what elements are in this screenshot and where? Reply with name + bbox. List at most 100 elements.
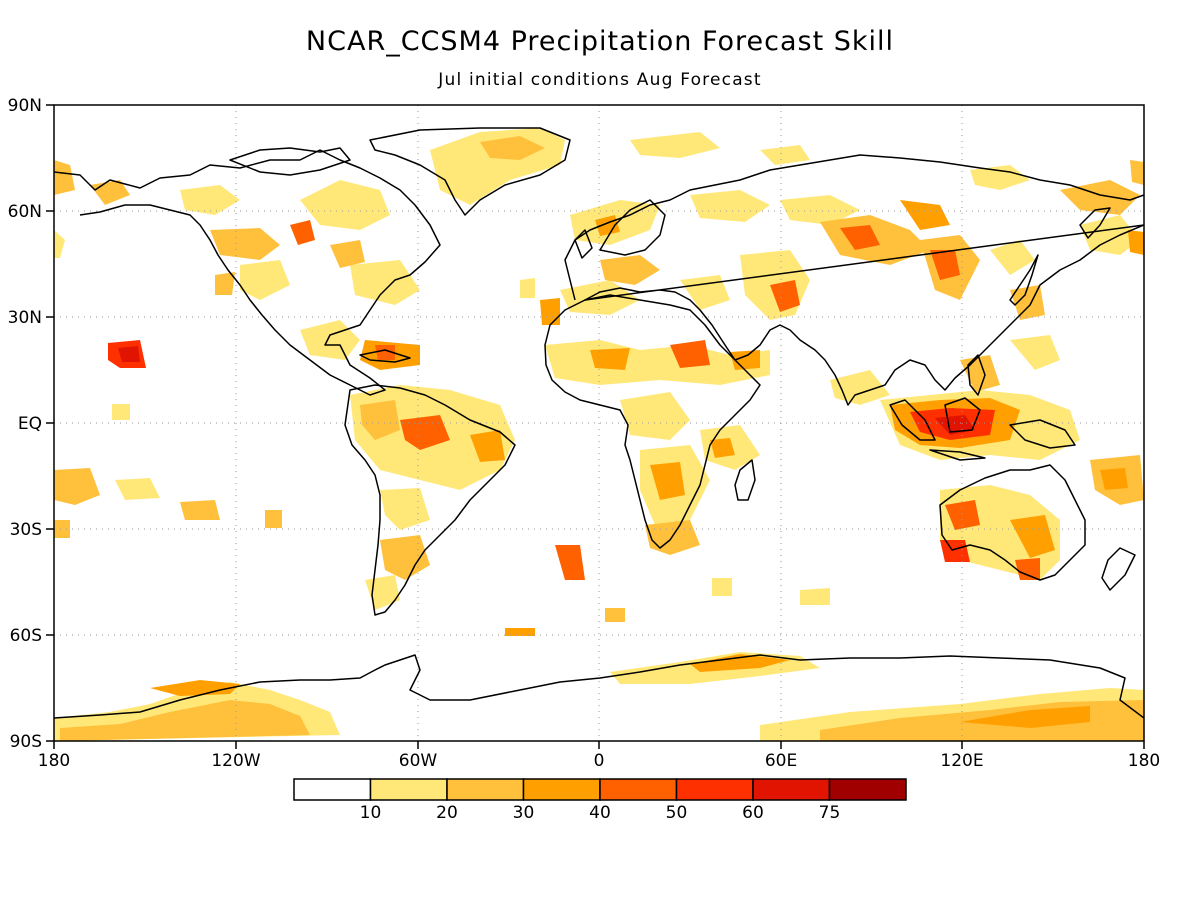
shade-region bbox=[555, 545, 585, 580]
lon-label: 180 bbox=[1128, 751, 1160, 771]
lon-label: 180 bbox=[38, 751, 70, 771]
shade-region bbox=[365, 575, 400, 610]
shade-region bbox=[1010, 335, 1060, 370]
colorbar-label: 20 bbox=[436, 803, 458, 823]
colorbar-swatch bbox=[446, 778, 525, 801]
shade-region bbox=[970, 165, 1030, 190]
shade-region bbox=[940, 540, 970, 562]
lon-label: 120W bbox=[211, 751, 260, 771]
shade-region bbox=[290, 220, 315, 245]
shade-region bbox=[375, 345, 395, 360]
colorbar-label: 75 bbox=[819, 803, 841, 823]
coast-south-america bbox=[344, 384, 516, 616]
coast-borneo bbox=[944, 397, 981, 433]
shade-region bbox=[620, 392, 690, 440]
lon-labels: 180 120W 60W 0 60E 120E 180 bbox=[38, 751, 1160, 771]
shade-region bbox=[470, 430, 505, 462]
coast-java bbox=[929, 449, 986, 461]
colorbar-label: 60 bbox=[742, 803, 764, 823]
shade-region bbox=[670, 340, 710, 368]
shade-region bbox=[380, 488, 430, 530]
shade-region bbox=[840, 225, 880, 250]
coast-africa bbox=[544, 294, 761, 549]
lat-label: 30N bbox=[8, 308, 42, 328]
shade-region bbox=[690, 654, 790, 672]
shade-region bbox=[605, 608, 625, 622]
colorbar-label: 10 bbox=[360, 803, 382, 823]
shade-region bbox=[630, 132, 720, 158]
shade-region bbox=[60, 700, 310, 741]
shade-region bbox=[480, 136, 545, 160]
coast-japan bbox=[1009, 254, 1039, 306]
shade-region bbox=[265, 510, 282, 528]
shade-region bbox=[540, 298, 560, 325]
colorbar-label: 50 bbox=[666, 803, 688, 823]
shade-region bbox=[360, 400, 400, 440]
lat-label: EQ bbox=[18, 414, 42, 434]
coast-australia bbox=[939, 464, 1086, 581]
shade-region bbox=[590, 348, 630, 370]
coast-kamchatka bbox=[1079, 207, 1111, 239]
shade-region bbox=[712, 578, 732, 596]
shade-region bbox=[112, 404, 130, 420]
colorbar-label: 30 bbox=[513, 803, 535, 823]
shade-region bbox=[600, 255, 660, 285]
shade-region bbox=[330, 240, 365, 268]
shade-region bbox=[180, 500, 220, 520]
shade-region bbox=[54, 160, 75, 195]
shade-region bbox=[380, 535, 430, 580]
lon-label: 60E bbox=[765, 751, 797, 771]
shade-region bbox=[830, 370, 890, 405]
colorbar-swatch bbox=[369, 778, 448, 801]
shade-region bbox=[710, 438, 735, 458]
shade-region bbox=[1015, 558, 1040, 580]
shade-region bbox=[1130, 160, 1144, 185]
lat-label: 90N bbox=[8, 96, 42, 116]
lat-labels: 90N 60N 30N EQ 30S 60S 90S bbox=[8, 96, 42, 752]
coast-philippines bbox=[967, 354, 986, 396]
colorbar-swatch bbox=[675, 778, 754, 801]
coast-antarctica bbox=[54, 654, 1144, 719]
shade-region bbox=[118, 346, 140, 362]
lat-label: 60S bbox=[10, 626, 42, 646]
coast-scandinavia bbox=[599, 199, 666, 256]
shade-region bbox=[780, 195, 860, 225]
shade-region bbox=[960, 706, 1090, 728]
shade-region bbox=[1100, 468, 1128, 490]
coast-cuba bbox=[359, 349, 411, 363]
shade-region bbox=[680, 275, 730, 310]
lon-label: 0 bbox=[594, 751, 605, 771]
lon-label: 60W bbox=[399, 751, 438, 771]
coast-madagascar bbox=[734, 459, 756, 501]
coast-new-zealand bbox=[1101, 547, 1136, 591]
coastlines bbox=[54, 127, 1144, 719]
shade-region bbox=[990, 240, 1035, 275]
shade-region bbox=[150, 680, 240, 696]
colorbar: 10 20 30 40 50 60 75 bbox=[293, 778, 907, 823]
colorbar-swatch bbox=[293, 778, 372, 801]
shade-region bbox=[54, 468, 100, 505]
shade-region bbox=[1010, 285, 1045, 320]
shade-region bbox=[300, 180, 390, 230]
lon-label: 120E bbox=[940, 751, 983, 771]
shade-region bbox=[900, 200, 950, 230]
coast-north-america bbox=[54, 149, 441, 396]
shade-region bbox=[180, 185, 240, 215]
shade-region bbox=[210, 228, 280, 260]
shade-region bbox=[115, 478, 160, 500]
colorbar-swatch bbox=[522, 778, 601, 801]
shade-region bbox=[760, 145, 810, 165]
shade-region bbox=[505, 628, 535, 636]
axis-ticks bbox=[46, 104, 1145, 749]
colorbar-swatch bbox=[828, 778, 907, 801]
shade-region bbox=[240, 260, 290, 300]
shade-region bbox=[800, 588, 830, 605]
colorbar-label: 40 bbox=[589, 803, 611, 823]
shade-region bbox=[54, 520, 70, 538]
shade-region bbox=[690, 190, 770, 222]
coast-arctic-islands bbox=[229, 147, 351, 176]
shade-region bbox=[770, 280, 800, 312]
lat-label: 30S bbox=[10, 520, 42, 540]
shade-region bbox=[1080, 215, 1140, 255]
